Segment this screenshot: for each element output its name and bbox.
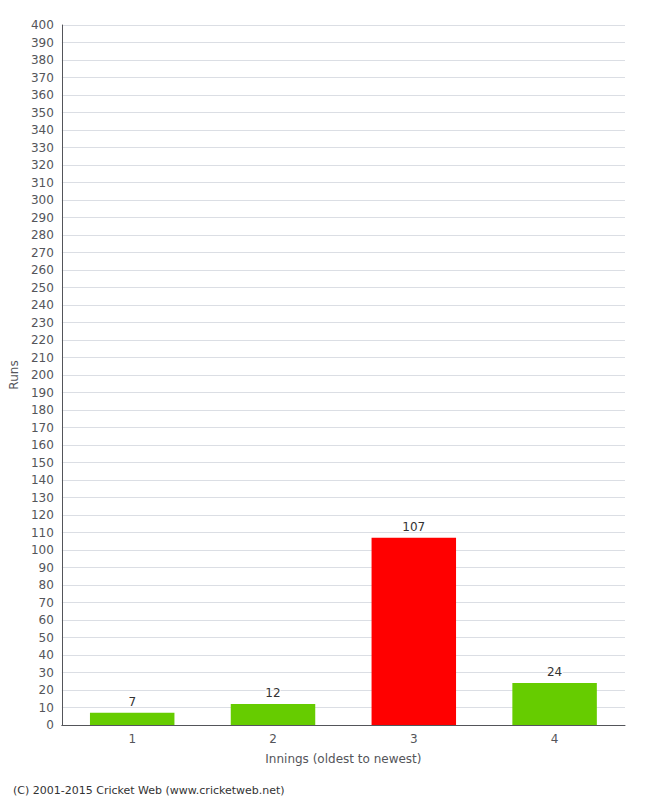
svg-text:107: 107 [402, 520, 425, 534]
svg-text:160: 160 [31, 438, 54, 452]
svg-text:370: 370 [31, 71, 54, 85]
svg-text:100: 100 [31, 543, 54, 557]
svg-text:290: 290 [31, 211, 54, 225]
svg-text:220: 220 [31, 333, 54, 347]
svg-text:3: 3 [410, 732, 418, 746]
svg-text:20: 20 [39, 683, 54, 697]
svg-text:330: 330 [31, 141, 54, 155]
svg-text:400: 400 [31, 18, 54, 32]
svg-text:120: 120 [31, 508, 54, 522]
svg-text:70: 70 [39, 596, 54, 610]
svg-text:380: 380 [31, 53, 54, 67]
svg-text:360: 360 [31, 88, 54, 102]
svg-text:Innings (oldest to newest): Innings (oldest to newest) [265, 752, 421, 766]
svg-text:260: 260 [31, 263, 54, 277]
svg-text:0: 0 [46, 718, 54, 732]
svg-text:80: 80 [39, 578, 54, 592]
svg-text:390: 390 [31, 36, 54, 50]
svg-text:110: 110 [31, 526, 54, 540]
svg-text:50: 50 [39, 631, 54, 645]
svg-text:190: 190 [31, 386, 54, 400]
svg-text:130: 130 [31, 491, 54, 505]
svg-text:280: 280 [31, 228, 54, 242]
svg-text:150: 150 [31, 456, 54, 470]
svg-text:12: 12 [265, 686, 280, 700]
svg-text:2: 2 [269, 732, 277, 746]
svg-text:340: 340 [31, 123, 54, 137]
svg-text:240: 240 [31, 298, 54, 312]
svg-text:300: 300 [31, 193, 54, 207]
svg-text:350: 350 [31, 106, 54, 120]
svg-text:250: 250 [31, 281, 54, 295]
svg-text:200: 200 [31, 368, 54, 382]
svg-text:180: 180 [31, 403, 54, 417]
svg-text:4: 4 [551, 732, 559, 746]
svg-text:40: 40 [39, 648, 54, 662]
svg-text:210: 210 [31, 351, 54, 365]
svg-text:310: 310 [31, 176, 54, 190]
svg-text:24: 24 [547, 665, 562, 679]
svg-text:90: 90 [39, 561, 54, 575]
svg-text:Runs: Runs [7, 360, 21, 389]
svg-text:140: 140 [31, 473, 54, 487]
svg-text:1: 1 [128, 732, 136, 746]
svg-text:170: 170 [31, 421, 54, 435]
svg-text:270: 270 [31, 246, 54, 260]
svg-text:320: 320 [31, 158, 54, 172]
svg-text:10: 10 [39, 701, 54, 715]
svg-text:(C) 2001-2015 Cricket Web (www: (C) 2001-2015 Cricket Web (www.cricketwe… [13, 784, 285, 797]
svg-text:230: 230 [31, 316, 54, 330]
svg-text:30: 30 [39, 666, 54, 680]
svg-text:60: 60 [39, 613, 54, 627]
svg-text:7: 7 [128, 695, 136, 709]
